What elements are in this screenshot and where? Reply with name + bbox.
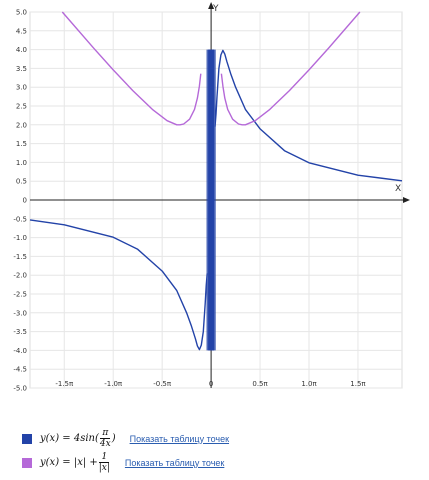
y-tick-label: 0.5 bbox=[16, 178, 27, 186]
x-axis-arrow bbox=[403, 197, 410, 203]
legend-formula-2: y(x) = |x| + 1 |x| bbox=[40, 452, 111, 473]
x-tick-label: -1.0π bbox=[104, 380, 123, 388]
legend-swatch-1 bbox=[22, 433, 32, 444]
formula-2-numerator: 1 bbox=[99, 452, 110, 463]
x-axis-label: X bbox=[395, 184, 401, 194]
chart: 5.0 4.5 4.0 3.5 3.0 2.5 2.0 1.5 1.0 0.5 0 -0.5 -1.0 -… bbox=[13, 2, 410, 393]
formula-2-lhs: y(x) = |x| + bbox=[40, 457, 98, 468]
y-tick-label: -3.5 bbox=[13, 328, 27, 336]
y-tick-label: 3.5 bbox=[16, 65, 27, 73]
y-tick-label: 2.0 bbox=[16, 121, 27, 129]
legend-formula-1: y(x) = 4sin( π 4x ) bbox=[40, 428, 116, 449]
x-tick-label: 0 bbox=[209, 380, 213, 388]
formula-1-denominator: 4x bbox=[99, 439, 111, 449]
tick-labels: 5.0 4.5 4.0 3.5 3.0 2.5 2.0 1.5 1.0 0.5 0 -0.5 -1.0 -… bbox=[13, 9, 366, 393]
legend-item-2: y(x) = |x| + 1 |x| Показать таблицу точе… bbox=[22, 452, 224, 473]
legend: y(x) = 4sin( π 4x ) Показать таблицу точ… bbox=[0, 410, 429, 480]
y-tick-label: -1.5 bbox=[13, 253, 27, 261]
y-tick-label: -1.0 bbox=[13, 234, 27, 242]
y-tick-label: -4.5 bbox=[13, 366, 27, 374]
series-1-line-right bbox=[214, 49, 403, 182]
x-tick-label: 1.5π bbox=[350, 380, 366, 388]
y-axis-label: Y bbox=[212, 4, 219, 14]
series-group bbox=[29, 11, 403, 351]
formula-2-fraction: 1 |x| bbox=[99, 452, 110, 473]
x-tick-label: -1.5π bbox=[55, 380, 74, 388]
y-tick-label: 0 bbox=[23, 197, 27, 205]
y-tick-label: 4.0 bbox=[16, 46, 27, 54]
series-2-line-left bbox=[61, 11, 202, 126]
y-tick-label: -0.5 bbox=[13, 215, 27, 223]
formula-1-numerator: π bbox=[100, 428, 111, 439]
show-points-table-link-2[interactable]: Показать таблицу точек bbox=[124, 457, 225, 468]
y-tick-label: -5.0 bbox=[13, 385, 27, 393]
y-tick-label: -2.5 bbox=[13, 291, 27, 299]
y-tick-label: -2.0 bbox=[13, 272, 27, 280]
formula-2-denominator: |x| bbox=[98, 463, 110, 473]
series-1-oscillation-band bbox=[208, 49, 215, 351]
x-tick-label: 1.0π bbox=[301, 380, 317, 388]
y-tick-label: 1.0 bbox=[16, 159, 27, 167]
formula-1-lhs: y(x) = 4sin( bbox=[40, 433, 99, 444]
y-tick-label: 2.5 bbox=[16, 103, 27, 111]
legend-item-1: y(x) = 4sin( π 4x ) Показать таблицу точ… bbox=[22, 428, 229, 449]
x-tick-label: -0.5π bbox=[153, 380, 172, 388]
series-1-line-left bbox=[29, 219, 208, 351]
y-tick-label: 5.0 bbox=[16, 9, 27, 17]
legend-swatch-2 bbox=[22, 457, 32, 468]
series-2-line-right bbox=[220, 11, 361, 126]
y-tick-label: 3.0 bbox=[16, 84, 27, 92]
formula-1-rhs: ) bbox=[111, 433, 116, 444]
x-tick-label: 0.5π bbox=[252, 380, 268, 388]
y-tick-label: 1.5 bbox=[16, 140, 27, 148]
formula-1-fraction: π 4x bbox=[100, 428, 111, 449]
y-axis-arrow bbox=[208, 2, 215, 9]
show-points-table-link-1[interactable]: Показать таблицу точек bbox=[129, 433, 230, 444]
y-tick-label: -4.0 bbox=[13, 347, 27, 355]
y-tick-label: -3.0 bbox=[13, 309, 27, 317]
y-tick-label: 4.5 bbox=[16, 27, 27, 35]
